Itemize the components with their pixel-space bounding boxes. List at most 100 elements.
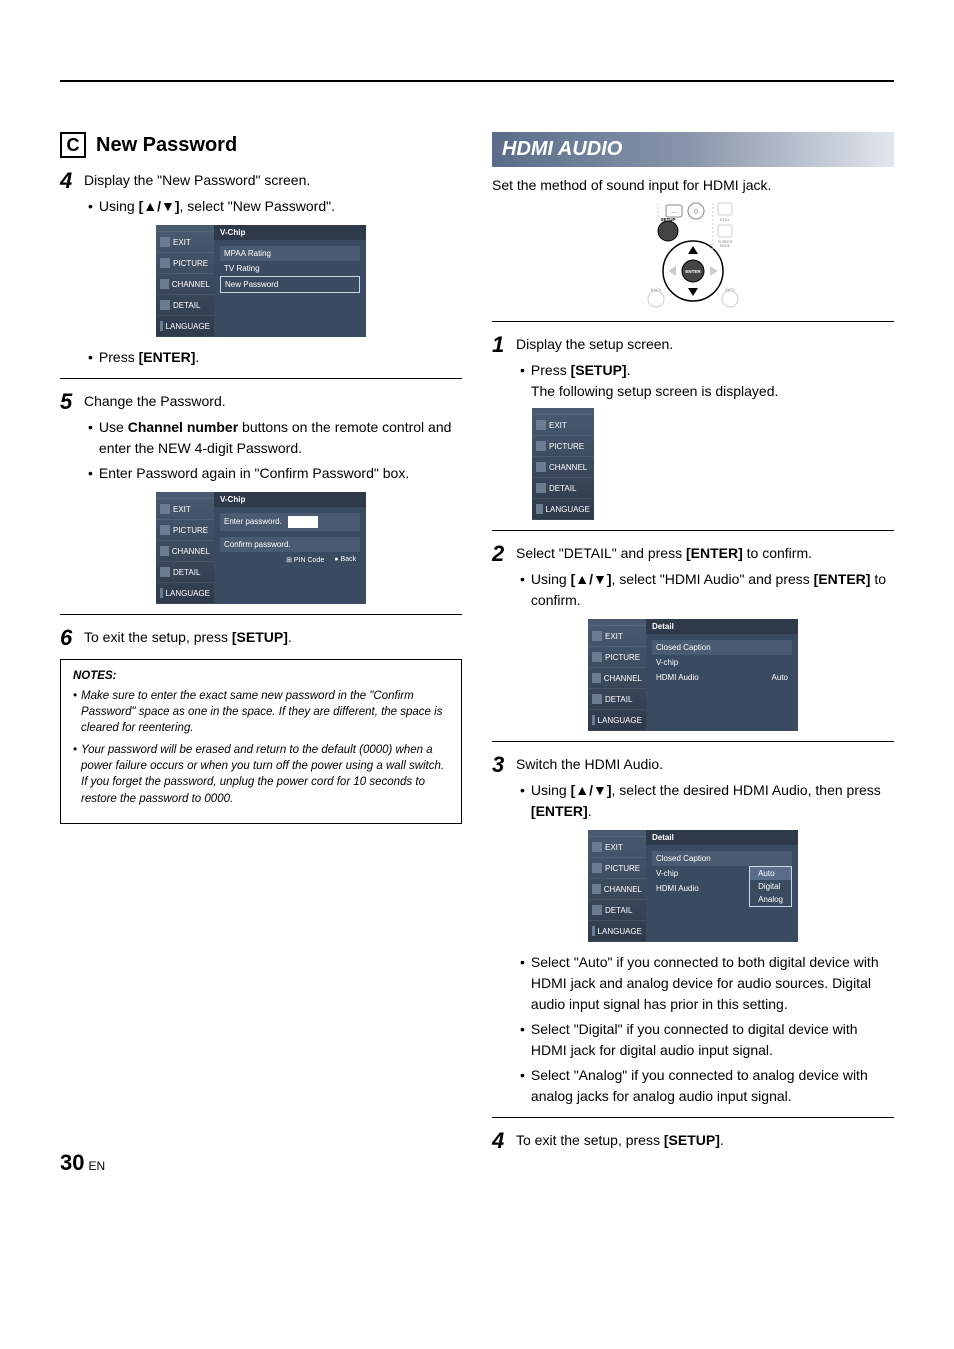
osd-tab-label: EXIT <box>173 238 191 247</box>
osd-item-selected: New Password <box>220 276 360 293</box>
bullet-dot: • <box>520 1065 525 1107</box>
step-num: 5 <box>60 391 78 413</box>
bullet-dot: • <box>520 952 525 1015</box>
bullet: • Use Channel number buttons on the remo… <box>88 417 462 459</box>
osd-detail-hdmi-options: EXIT PICTURE CHANNEL DETAIL LANGUAGE Det… <box>588 830 798 942</box>
osd-tab: CHANNEL <box>156 541 214 562</box>
bullet-text: Press [ENTER]. <box>99 347 462 368</box>
osd-tab: EXIT <box>156 232 214 253</box>
bullet: • Using [▲/▼], select the desired HDMI A… <box>520 780 894 822</box>
password-input-box <box>288 516 318 528</box>
svg-text:MODE: MODE <box>720 244 731 248</box>
osd-panel-body: MPAA Rating TV Rating New Password <box>214 240 366 299</box>
osd-tab-label: LANGUAGE <box>166 589 210 598</box>
osd-panel-header: Detail <box>646 830 798 845</box>
osd-option: Auto <box>750 867 791 880</box>
page-number: 30EN <box>60 1150 105 1176</box>
language-icon <box>160 321 163 331</box>
osd-item-label: HDMI Audio <box>656 884 699 893</box>
step-text: Switch the HDMI Audio. <box>516 754 894 775</box>
osd-panel: Detail Closed Caption V-chip HDMI Audio … <box>646 830 798 942</box>
osd-item-label: Confirm password. <box>224 540 291 549</box>
osd-tab: PICTURE <box>156 520 214 541</box>
language-icon <box>592 926 595 936</box>
osd-tab-label: DETAIL <box>549 484 576 493</box>
section-title: New Password <box>96 134 237 157</box>
channel-icon <box>536 462 546 472</box>
osd-tabs: EXIT PICTURE CHANNEL DETAIL LANGUAGE <box>588 619 646 731</box>
osd-tab: PICTURE <box>156 253 214 274</box>
picture-icon <box>160 525 170 535</box>
picture-icon <box>160 258 170 268</box>
osd-tab-label: LANGUAGE <box>166 322 210 331</box>
bullet: • Using Using [▲/▼], select "New Passwor… <box>88 196 462 217</box>
intro-text: Set the method of sound input for HDMI j… <box>492 177 894 193</box>
osd-tabs: EXIT PICTURE CHANNEL DETAIL LANGUAGE <box>156 225 214 337</box>
osd-tab-label: EXIT <box>605 632 623 641</box>
notes-box: NOTES: • Make sure to enter the exact sa… <box>60 659 462 824</box>
osd-panel-header: Detail <box>646 619 798 634</box>
note-text: Make sure to enter the exact same new pa… <box>81 688 449 736</box>
osd-tab: DETAIL <box>156 562 214 583</box>
osd-tab-header <box>588 619 646 626</box>
step-num: 3 <box>492 754 510 776</box>
osd-tab-label: PICTURE <box>605 653 640 662</box>
svg-text:0: 0 <box>694 209 698 216</box>
step-text: Display the "New Password" screen. <box>84 170 462 191</box>
bullet-dot: • <box>88 463 93 484</box>
svg-text:STILL: STILL <box>720 217 731 222</box>
osd-item: Closed Caption <box>652 851 792 866</box>
detail-icon <box>536 483 546 493</box>
picture-icon <box>592 863 602 873</box>
divider <box>492 530 894 531</box>
svg-text:SETUP: SETUP <box>660 217 675 222</box>
bullet-text: Select "Analog" if you connected to anal… <box>531 1065 894 1107</box>
osd-tab: LANGUAGE <box>588 710 646 731</box>
osd-tab-label: EXIT <box>605 843 623 852</box>
bullet: • Press [SETUP].The following setup scre… <box>520 360 894 402</box>
detail-icon <box>160 567 170 577</box>
osd-tab-label: CHANNEL <box>172 280 210 289</box>
osd-tab-label: PICTURE <box>549 442 584 451</box>
osd-tab-label: LANGUAGE <box>598 927 642 936</box>
columns: C New Password 4 Display the "New Passwo… <box>60 132 894 1156</box>
bullet-text: Enter Password again in "Confirm Passwor… <box>99 463 462 484</box>
osd-tabs: EXIT PICTURE CHANNEL DETAIL LANGUAGE <box>532 408 594 520</box>
osd-tab-header <box>156 225 214 232</box>
bullet: • Select "Digital" if you connected to d… <box>520 1019 894 1061</box>
osd-tab: CHANNEL <box>588 879 646 900</box>
exit-icon <box>536 420 546 430</box>
remote-svg: — 0 STILL SCREEN MODE SETUP ENTER <box>628 201 758 311</box>
bullet-dot: • <box>520 569 525 611</box>
osd-tab-header <box>156 492 214 499</box>
osd-vchip-newpassword: EXIT PICTURE CHANNEL DETAIL LANGUAGE V-C… <box>156 225 366 337</box>
bullet-text: Use Channel number buttons on the remote… <box>99 417 462 459</box>
language-icon <box>536 504 543 514</box>
osd-tab-label: EXIT <box>173 505 191 514</box>
bullet-text: Using [▲/▼], select "HDMI Audio" and pre… <box>531 569 894 611</box>
osd-panel-header: V-Chip <box>214 225 366 240</box>
language-icon <box>160 588 163 598</box>
osd-panel-body: Enter password. Confirm password. ⊞ PIN … <box>214 507 366 574</box>
osd-footer: ⊞ PIN Code ● Back <box>220 552 360 568</box>
osd-tab-label: CHANNEL <box>172 547 210 556</box>
osd-tab: LANGUAGE <box>532 499 594 520</box>
svg-text:BACK: BACK <box>651 287 662 292</box>
osd-item: TV Rating <box>220 261 360 276</box>
step-text: Select "DETAIL" and press [ENTER] to con… <box>516 543 894 564</box>
osd-tab-label: LANGUAGE <box>546 505 590 514</box>
osd-panel-body: Closed Caption V-chip HDMI Audio Auto <box>646 634 798 691</box>
bullet-dot: • <box>88 347 93 368</box>
step-text: To exit the setup, press [SETUP]. <box>516 1130 894 1151</box>
osd-tab-label: PICTURE <box>173 526 208 535</box>
step-4-right: 4 To exit the setup, press [SETUP]. <box>492 1130 894 1152</box>
osd-tab: LANGUAGE <box>588 921 646 942</box>
osd-item-label: HDMI Audio <box>656 673 699 682</box>
channel-icon <box>160 546 169 556</box>
osd-detail-hdmi: EXIT PICTURE CHANNEL DETAIL LANGUAGE Det… <box>588 619 798 731</box>
osd-tab-label: DETAIL <box>605 695 632 704</box>
bullet: • Using [▲/▼], select "HDMI Audio" and p… <box>520 569 894 611</box>
osd-tab-header <box>532 408 594 415</box>
step-5: 5 Change the Password. <box>60 391 462 413</box>
osd-tab-label: EXIT <box>549 421 567 430</box>
